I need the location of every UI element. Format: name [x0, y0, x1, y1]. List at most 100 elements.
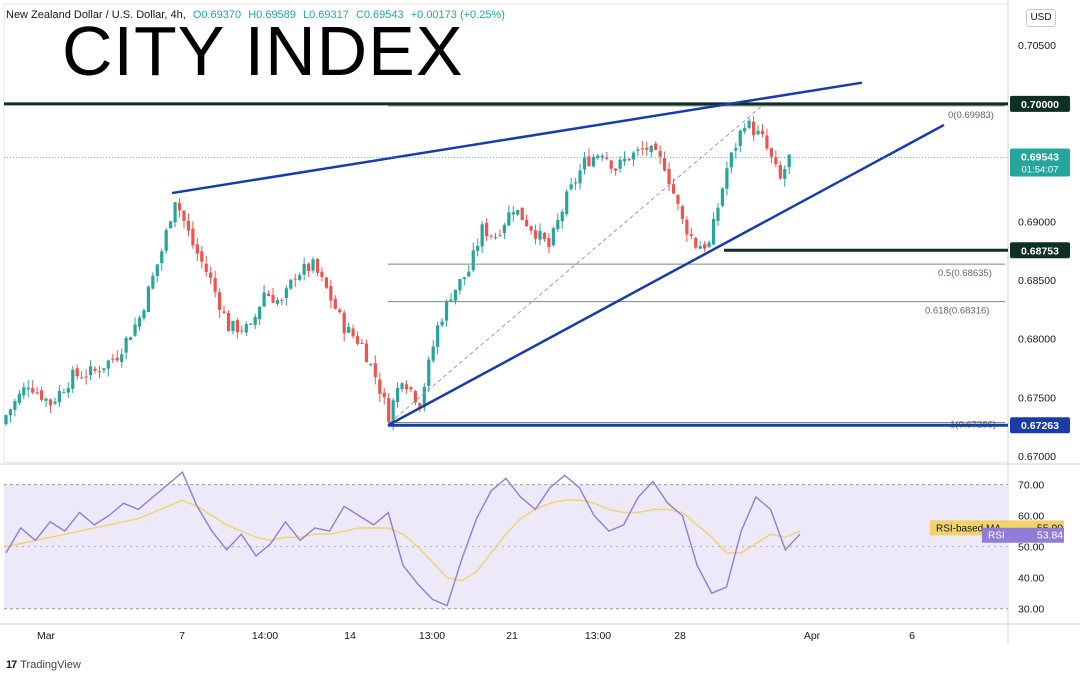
- candle-body: [85, 376, 88, 377]
- time-axis-tick: 7: [179, 630, 185, 642]
- candle-body: [530, 226, 533, 230]
- candle-body: [396, 388, 399, 402]
- candle-body: [592, 157, 595, 166]
- candle-body: [400, 383, 403, 389]
- candle-body: [343, 313, 346, 333]
- candle-body: [708, 243, 711, 247]
- candle-body: [436, 325, 439, 347]
- candle-body: [739, 131, 742, 146]
- candle-body: [690, 234, 693, 236]
- candle-body: [409, 387, 412, 389]
- candle-body: [263, 292, 266, 306]
- candle-body: [365, 343, 368, 362]
- candle-body: [610, 161, 613, 169]
- candle-body: [138, 318, 141, 327]
- candle-body: [574, 182, 577, 183]
- candle-body: [347, 327, 350, 333]
- candle-body: [734, 148, 737, 150]
- candle-body: [449, 300, 452, 302]
- candle-body: [645, 148, 648, 150]
- candle-body: [485, 223, 488, 236]
- candle-body: [18, 394, 21, 403]
- candle-body: [227, 313, 230, 331]
- candle-body: [356, 336, 359, 344]
- candle-body: [427, 360, 430, 386]
- candle-body: [756, 131, 759, 134]
- candle-body: [116, 358, 119, 361]
- candle-body: [725, 168, 728, 189]
- candle-body: [547, 238, 550, 247]
- candle-body: [142, 310, 145, 318]
- candle-body: [178, 203, 181, 211]
- candle-body: [129, 337, 132, 340]
- candle-body: [614, 169, 617, 171]
- fib-level-label: 0.618(0.68316): [925, 306, 989, 317]
- candle-body: [565, 191, 568, 214]
- candle-body: [743, 128, 746, 131]
- rsi-name: RSI: [988, 531, 1005, 542]
- candle-body: [276, 300, 279, 304]
- candle-body: [445, 301, 448, 321]
- candle-body: [307, 264, 310, 271]
- candle-body: [770, 148, 773, 157]
- candle-body: [316, 259, 319, 273]
- candle-body: [543, 233, 546, 239]
- candle-body: [672, 184, 675, 193]
- candle-body: [334, 299, 337, 309]
- candle-body: [165, 230, 168, 251]
- candle-body: [788, 155, 791, 168]
- candle-body: [254, 317, 257, 325]
- candle-body: [107, 361, 110, 369]
- candle-body: [441, 322, 444, 326]
- candle-body: [783, 169, 786, 179]
- candle-body: [40, 390, 43, 400]
- candle-body: [156, 264, 159, 276]
- candle-body: [765, 136, 768, 149]
- candle-body: [454, 290, 457, 301]
- time-axis-tick: 13:00: [419, 630, 445, 642]
- candle-body: [222, 311, 225, 313]
- tradingview-brand[interactable]: 17 TradingView: [6, 659, 81, 671]
- candle-body: [311, 259, 314, 270]
- price-axis-tick: 0.70500: [1018, 40, 1056, 52]
- candle-body: [89, 366, 92, 374]
- candle-body: [271, 295, 274, 303]
- price-axis-tick: 0.69000: [1018, 216, 1056, 228]
- candle-body: [325, 277, 328, 287]
- candle-body: [267, 294, 270, 296]
- candle-body: [694, 238, 697, 248]
- time-axis-tick: 28: [674, 630, 686, 642]
- candle-body: [147, 287, 150, 312]
- candle-body: [231, 321, 234, 331]
- candle-body: [209, 273, 212, 278]
- candle-body: [49, 399, 52, 405]
- candle-body: [752, 122, 755, 136]
- candle-body: [654, 144, 657, 150]
- candle-body: [200, 251, 203, 261]
- currency-button[interactable]: USD: [1026, 9, 1056, 27]
- candle-body: [583, 158, 586, 170]
- candle-body: [378, 380, 381, 394]
- candle-body: [730, 152, 733, 167]
- candle-body: [681, 206, 684, 219]
- candle-body: [387, 398, 390, 422]
- fib-level-label: 0(0.69983): [948, 110, 994, 121]
- fib-level-label: 0.5(0.68635): [938, 268, 992, 279]
- candle-body: [58, 391, 61, 402]
- candle-body: [80, 377, 83, 378]
- candle-body: [521, 208, 524, 220]
- candle-body: [619, 160, 622, 169]
- candle-body: [383, 393, 386, 397]
- key-level-value: 0.68753: [1021, 245, 1059, 257]
- price-axis-tick: 0.68000: [1018, 334, 1056, 346]
- candle-body: [632, 153, 635, 160]
- candle-body: [102, 368, 105, 370]
- candle-body: [22, 387, 25, 395]
- candle-body: [578, 170, 581, 183]
- candle-body: [663, 158, 666, 170]
- candle-body: [338, 310, 341, 312]
- time-axis-tick: 14:00: [252, 630, 278, 642]
- candle-body: [761, 131, 764, 134]
- candle-body: [289, 280, 292, 289]
